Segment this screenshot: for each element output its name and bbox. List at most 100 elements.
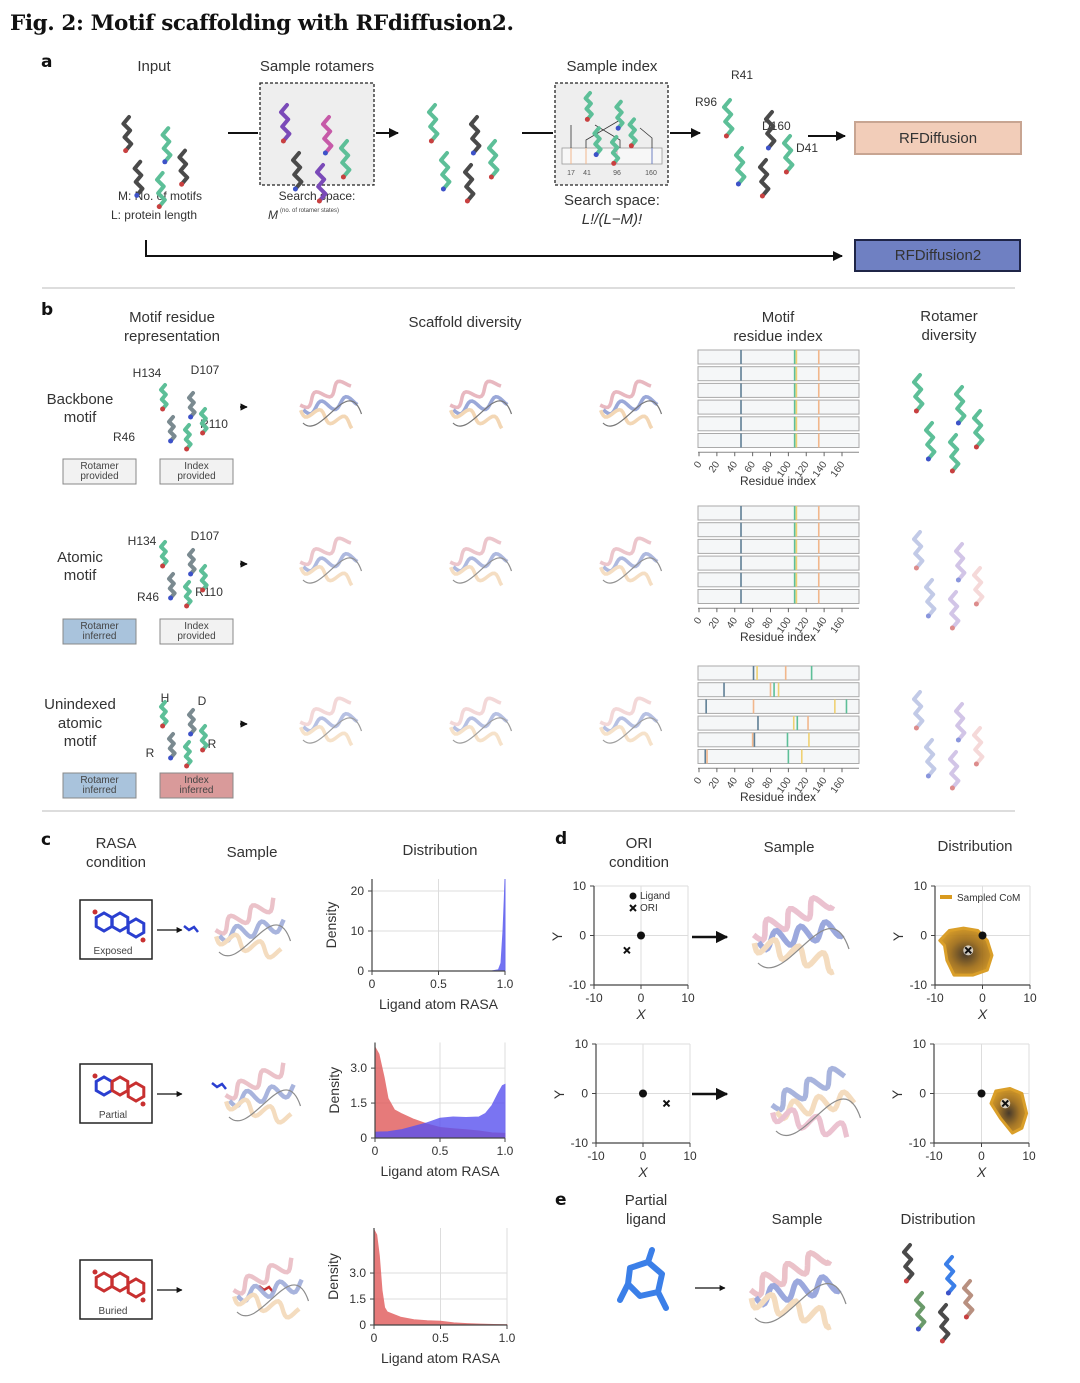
legend-marker [629,892,637,900]
helix [753,1274,842,1308]
header-sample-index: Sample index [567,58,658,75]
atom [955,420,961,426]
atom [184,446,190,452]
header-rotamer-diversity: Rotamer [920,308,978,325]
bond [914,1291,927,1331]
protein-structure-image [770,1065,862,1138]
x-tick-label: 10 [683,1149,697,1163]
helix [770,1065,847,1113]
panel-label-b: b [41,300,53,320]
coil [452,400,513,427]
atom [184,603,190,609]
atom [913,725,919,731]
atom [280,138,286,144]
ligand-point [977,1089,986,1098]
helix [232,1292,301,1320]
coil [602,400,663,427]
bond [782,134,795,174]
structure-images [121,91,985,1344]
track-bar [697,538,860,554]
coil [757,928,850,969]
x-tick-label: 20 [707,775,723,791]
index-track [697,749,860,764]
row-label: motif [64,733,97,750]
bond [924,421,937,461]
molecule-image [121,115,190,210]
bond [972,566,985,606]
y-tick-label: 20 [351,884,365,898]
helix [448,564,504,587]
y-tick-label: 0 [579,929,586,943]
ligand-point [637,931,645,940]
x-tick-label: 40 [725,615,741,631]
protein-structure-image [298,536,363,587]
y-axis-label: Y [889,1089,905,1099]
y-tick-label: 1.5 [350,1096,367,1110]
x-tick-label: 40 [725,459,741,475]
atom [925,773,931,779]
index-tick: 17 [567,170,575,177]
atom [200,587,206,593]
track-bar [697,433,860,448]
atom [156,204,162,210]
x-tick-label: 80 [761,459,777,475]
bond [592,126,603,157]
row-label: atomic [58,715,103,732]
bond [972,726,985,766]
sampled-com-density [989,1087,1029,1135]
tag-label: Rotamer [80,461,119,472]
x-tick-label: 10 [1023,991,1037,1005]
x-tick-label: 1.0 [497,977,514,991]
x-tick-label: 1.0 [499,1331,516,1345]
coil [754,1283,847,1324]
chart-density: 0 0.5 1.0 0 1.5 3.0 Ligand atom RASA Density [325,1228,516,1366]
x-axis-label: X [635,1006,646,1022]
bond [912,373,925,413]
protein-structure-image [214,897,292,960]
bond [291,151,304,191]
helix [298,564,354,587]
residue-label: D107 [191,529,220,543]
x-tick-label: -10 [926,991,944,1005]
x-tick-label: 20 [707,459,723,475]
bond [321,115,334,155]
atom [488,174,494,180]
residue-label-r96: R96 [695,95,717,109]
coil [302,557,363,584]
coil [775,1098,862,1137]
method-label: RFDiffusion2 [895,247,981,264]
row-label: Atomic [57,549,103,566]
atom [160,406,166,412]
y-tick-label: -10 [910,978,928,992]
atom [963,1314,969,1320]
x-axis-label: Ligand atom RASA [381,1350,501,1366]
bond [199,407,209,435]
header-representation: Motif residue [129,309,215,326]
atom [949,468,955,474]
molecule-image [583,91,638,166]
y-axis-label: Density [326,1067,342,1114]
atom [615,125,621,131]
y-tick-label: 10 [575,1037,589,1051]
track-bar [697,698,860,714]
header-sample: Sample [772,1211,823,1228]
x-axis-label: Residue index [740,790,816,804]
index-track [697,665,860,681]
rotamer-search-box [259,82,375,186]
rasa-condition-exposed: Exposed [79,899,199,960]
atom [949,785,955,791]
helix [598,724,654,747]
bond [187,708,197,736]
track-bar [697,522,860,538]
bond [972,409,985,449]
y-tick-label: 10 [914,879,928,893]
x-tick-label: 0 [978,1149,985,1163]
atom [292,186,298,192]
index-track [697,555,860,571]
bond [160,126,173,164]
helix [598,564,654,587]
atom [470,150,476,156]
bond [279,103,292,143]
